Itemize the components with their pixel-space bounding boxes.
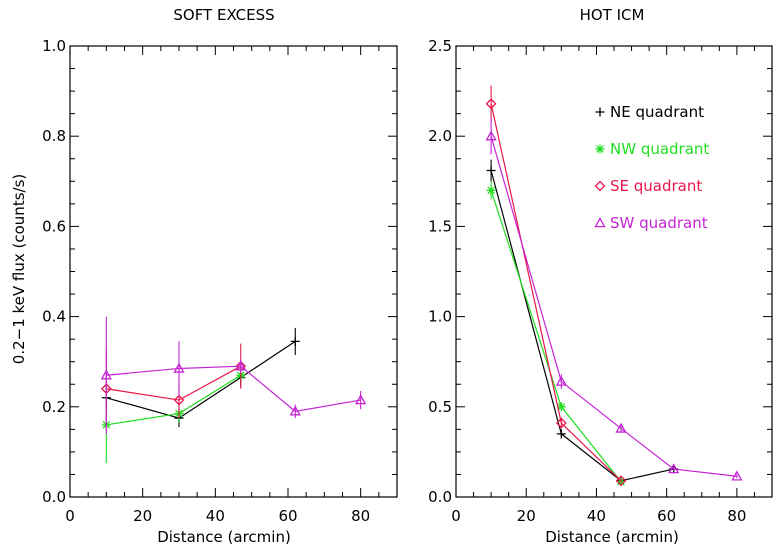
y-tick-label: 1.0 — [428, 308, 452, 326]
data-point — [555, 375, 567, 386]
data-point — [556, 402, 566, 412]
y-tick-label: 0.5 — [428, 398, 452, 416]
y-axis-label: 0.2−1 keV flux (counts/s) — [10, 174, 28, 364]
data-point — [100, 369, 112, 380]
series-line — [490, 103, 622, 482]
y-tick-label: 2.0 — [428, 127, 452, 145]
series-line — [106, 374, 242, 426]
data-point — [594, 180, 606, 192]
data-point — [615, 422, 627, 433]
chart-title: HOT ICM — [580, 6, 645, 24]
plot-area: 0 20 40 60 80 0.0 0.2 0.4 0.6 0.8 1.0 — [42, 37, 398, 525]
legend-label: SE quadrant — [610, 177, 702, 195]
legend-label: NE quadrant — [610, 103, 704, 121]
data-point — [486, 185, 496, 195]
data-point — [289, 405, 301, 416]
axes-frame — [69, 45, 398, 498]
series-ne — [486, 159, 679, 486]
data-point — [173, 394, 185, 406]
x-tick-label: 20 — [517, 507, 536, 525]
series-line — [106, 340, 296, 419]
legend: NE quadrant NW quadrant SE quadrant SW quad… — [594, 103, 709, 232]
data-point — [290, 336, 300, 346]
series-sw — [485, 118, 743, 481]
data-point — [355, 394, 367, 405]
x-tick-label: 60 — [278, 507, 297, 525]
y-tick-label: 0.0 — [42, 488, 66, 506]
series-line — [490, 170, 674, 482]
y-tick-label: 0.6 — [42, 217, 66, 235]
data-point — [555, 417, 567, 429]
x-tick-label: 40 — [206, 507, 225, 525]
series-se — [485, 85, 627, 487]
panel-hot-icm: HOT ICM Distance (arcmin) 0 20 40 60 80 0.0 0.… — [428, 6, 773, 546]
chart-title: SOFT EXCESS — [173, 6, 274, 24]
x-axis-label: Distance (arcmin) — [157, 528, 291, 546]
legend-item: SE quadrant — [594, 177, 702, 195]
data-point — [235, 360, 247, 371]
data-point — [594, 217, 606, 228]
data-point — [173, 362, 185, 373]
legend-item: NE quadrant — [595, 103, 704, 121]
data-point — [486, 165, 496, 175]
x-tick-label: 60 — [657, 507, 676, 525]
x-tick-label: 80 — [351, 507, 370, 525]
legend-label: SW quadrant — [610, 214, 708, 232]
series-ne — [101, 327, 300, 428]
y-tick-label: 2.5 — [428, 37, 452, 55]
x-tick-label: 20 — [133, 507, 152, 525]
data-point — [595, 144, 605, 154]
x-axis-label: Distance (arcmin) — [545, 528, 679, 546]
panel-soft-excess: SOFT EXCESS Distance (arcmin) 0.2−1 keV … — [10, 6, 398, 546]
series-line — [106, 365, 361, 412]
series-line — [106, 365, 242, 401]
data-point — [556, 429, 566, 439]
x-tick-label: 0 — [451, 507, 461, 525]
legend-label: NW quadrant — [610, 140, 709, 158]
y-tick-label: 1.0 — [42, 37, 66, 55]
data-point — [615, 475, 627, 487]
legend-item: SW quadrant — [594, 214, 708, 232]
data-point — [668, 463, 680, 474]
y-tick-label: 0.4 — [42, 308, 66, 326]
data-point — [731, 470, 743, 481]
data-point — [595, 107, 605, 117]
series-sw — [100, 316, 367, 434]
data-point — [485, 130, 497, 141]
y-tick-label: 0.2 — [42, 398, 66, 416]
x-tick-label: 40 — [587, 507, 606, 525]
legend-item: NW quadrant — [595, 140, 709, 158]
y-tick-label: 0.0 — [428, 488, 452, 506]
plot-area: 0 20 40 60 80 0.0 0.5 1.0 1.5 2.0 2.5 — [428, 37, 773, 525]
series-nw — [101, 368, 246, 464]
y-tick-label: 1.5 — [428, 217, 452, 235]
x-tick-label: 80 — [727, 507, 746, 525]
x-tick-label: 0 — [65, 507, 75, 525]
y-tick-label: 0.8 — [42, 127, 66, 145]
series-line — [490, 190, 622, 483]
data-point — [485, 98, 497, 110]
